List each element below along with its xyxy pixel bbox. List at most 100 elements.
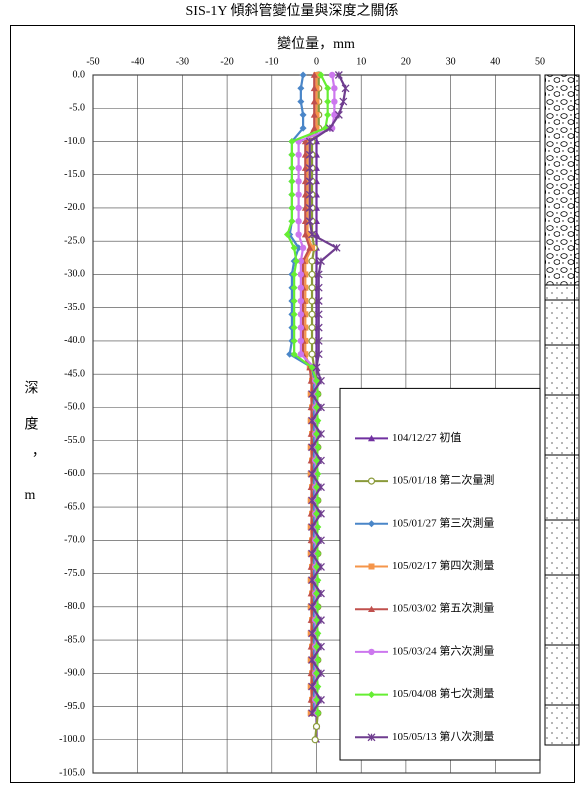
marker xyxy=(317,509,325,518)
marker xyxy=(314,350,323,359)
marker xyxy=(310,98,318,105)
marker xyxy=(283,231,291,239)
marker xyxy=(331,85,338,92)
marker xyxy=(304,231,311,238)
x-tick-label: -30 xyxy=(176,56,189,67)
marker xyxy=(308,270,316,279)
marker xyxy=(299,124,307,132)
y-tick-label: -75.0 xyxy=(64,568,85,579)
x-tick-label: 20 xyxy=(401,56,411,67)
marker xyxy=(288,217,296,225)
marker xyxy=(308,310,316,318)
marker xyxy=(367,733,376,742)
marker xyxy=(297,98,305,106)
x-tick-label: -10 xyxy=(265,56,278,67)
marker xyxy=(295,231,302,238)
marker xyxy=(301,204,309,211)
marker xyxy=(312,363,321,372)
marker xyxy=(317,430,325,438)
marker xyxy=(313,85,320,92)
marker xyxy=(324,84,332,92)
marker xyxy=(314,323,323,332)
marker xyxy=(305,177,314,186)
marker xyxy=(301,191,309,198)
marker xyxy=(302,271,309,278)
marker xyxy=(325,124,334,133)
marker xyxy=(310,84,318,92)
marker xyxy=(314,656,322,664)
sand-layer xyxy=(544,284,580,746)
y-tick-label: -80.0 xyxy=(64,601,85,612)
y-tick-label: -70.0 xyxy=(64,535,85,546)
y-tick-label: -40.0 xyxy=(64,335,85,346)
marker xyxy=(314,310,323,319)
marker xyxy=(288,191,296,199)
marker xyxy=(314,297,323,305)
marker xyxy=(314,390,322,398)
marker xyxy=(368,520,375,528)
marker xyxy=(313,590,320,598)
marker xyxy=(313,98,320,105)
marker xyxy=(301,137,309,145)
legend-label: 105/03/02 第五次測量 xyxy=(392,601,494,615)
marker xyxy=(288,151,296,159)
y-tick-label: -95.0 xyxy=(64,701,85,712)
marker xyxy=(317,456,325,465)
marker xyxy=(314,283,323,292)
marker xyxy=(295,178,302,185)
marker xyxy=(297,84,305,92)
marker xyxy=(317,616,325,625)
marker xyxy=(313,430,320,438)
x-tick-label: -40 xyxy=(131,56,144,67)
marker xyxy=(297,351,305,358)
marker xyxy=(295,191,302,198)
marker xyxy=(308,350,316,358)
marker xyxy=(313,643,320,651)
y-tick-label: -5.0 xyxy=(69,103,85,114)
marker xyxy=(308,576,316,585)
legend-label: 104/12/27 初值 xyxy=(392,430,461,444)
y-axis-title: 深度，m xyxy=(23,380,39,525)
marker xyxy=(305,137,314,146)
marker xyxy=(311,736,319,744)
marker xyxy=(313,111,320,118)
marker xyxy=(304,204,311,211)
marker xyxy=(317,483,325,492)
legend-label: 105/02/17 第四次測量 xyxy=(392,558,494,572)
x-tick-label: -20 xyxy=(220,56,233,67)
marker xyxy=(313,696,320,704)
marker xyxy=(368,648,375,656)
marker xyxy=(317,589,325,598)
marker xyxy=(304,165,311,172)
y-tick-label: -50.0 xyxy=(64,402,85,413)
marker xyxy=(317,695,325,704)
marker xyxy=(314,576,322,584)
marker xyxy=(314,709,322,717)
marker xyxy=(317,376,325,385)
marker xyxy=(317,642,325,651)
legend-label: 105/03/24 第六次測量 xyxy=(392,643,494,657)
y-tick-label: -100.0 xyxy=(59,734,85,745)
marker xyxy=(313,377,320,385)
marker xyxy=(313,125,320,132)
marker xyxy=(302,324,309,331)
marker xyxy=(297,337,305,345)
marker xyxy=(301,164,309,171)
marker xyxy=(368,563,375,570)
marker xyxy=(308,602,316,611)
y-tick-label: -85.0 xyxy=(64,634,85,645)
marker xyxy=(299,244,307,252)
legend-label: 105/01/18 第二次量測 xyxy=(392,473,494,487)
marker xyxy=(314,270,323,279)
marker xyxy=(299,71,307,79)
marker xyxy=(317,562,325,571)
marker xyxy=(324,98,332,106)
marker xyxy=(314,683,322,691)
x-tick-label: 50 xyxy=(535,56,545,67)
marker xyxy=(368,691,375,699)
x-tick-label: 0 xyxy=(314,56,319,67)
marker xyxy=(368,434,375,442)
marker xyxy=(308,324,316,332)
marker xyxy=(314,523,322,531)
marker xyxy=(308,416,316,425)
